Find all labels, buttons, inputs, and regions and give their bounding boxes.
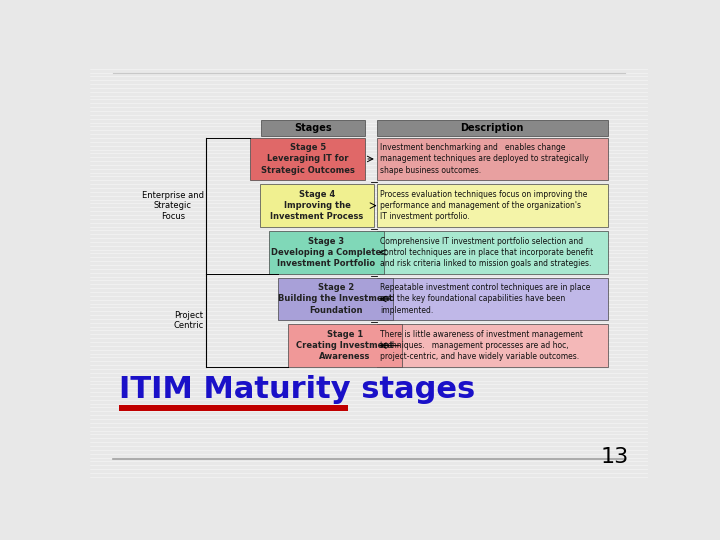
Bar [287,324,402,367]
Bar [377,138,608,180]
Text: Stage 2
Building the Investment
Foundation: Stage 2 Building the Investment Foundati… [279,284,393,315]
Text: Comprehensive IT investment portfolio selection and
control techniques are in pl: Comprehensive IT investment portfolio se… [380,237,593,268]
Text: Description: Description [461,123,524,133]
Text: Stage 5
Leveraging IT for
Strategic Outcomes: Stage 5 Leveraging IT for Strategic Outc… [261,144,355,174]
Text: Project
Centric: Project Centric [174,310,204,330]
Bar [269,231,384,274]
Text: Enterprise and
Strategic
Focus: Enterprise and Strategic Focus [142,191,204,220]
Text: Repeatable investment control techniques are in place
and the key foundational c: Repeatable investment control techniques… [380,284,590,315]
Bar [260,184,374,227]
Bar [377,120,608,136]
Bar [377,324,608,367]
Text: Stage 3
Developing a Complete
Investment Portfolio: Stage 3 Developing a Complete Investment… [271,237,382,268]
Text: Investment benchmarking and   enables change
management techniques are deployed : Investment benchmarking and enables chan… [380,144,589,174]
Bar [251,138,365,180]
Bar [377,231,608,274]
Bar [261,120,365,136]
Bar [120,405,348,410]
Text: ITIM Maturity stages: ITIM Maturity stages [120,375,476,403]
Text: Stages: Stages [294,123,332,133]
Text: 13: 13 [600,447,629,467]
Text: Process evaluation techniques focus on improving the
performance and management : Process evaluation techniques focus on i… [380,190,588,221]
Bar [377,278,608,320]
Bar [377,184,608,227]
Text: Stage 4
Improving the
Investment Process: Stage 4 Improving the Investment Process [271,190,364,221]
Text: There is little awareness of investment management
techniques.   management proc: There is little awareness of investment … [380,330,583,361]
Bar [279,278,393,320]
Text: Stage 1
Creating Investment
Awareness: Stage 1 Creating Investment Awareness [296,330,394,361]
